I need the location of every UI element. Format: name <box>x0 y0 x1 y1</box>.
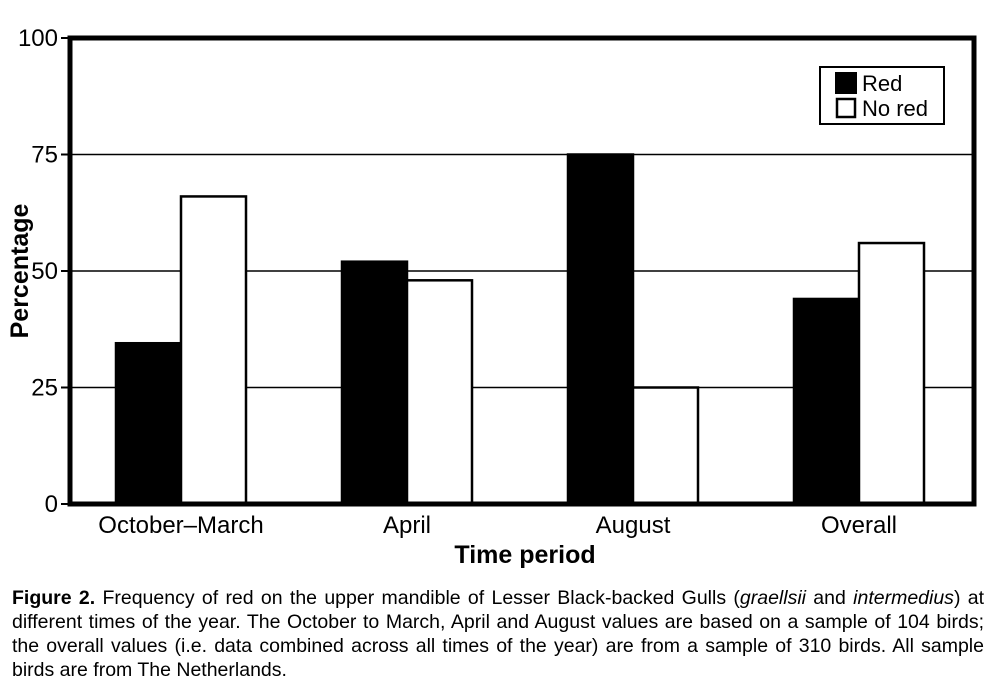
bar-no-red-3 <box>857 241 926 506</box>
legend-swatch-red <box>835 72 857 94</box>
caption-text-2: and <box>806 587 854 609</box>
caption-italic-graellsii: graellsii <box>739 587 806 609</box>
x-category-label: April <box>383 512 431 539</box>
y-axis-title: Percentage <box>6 204 34 339</box>
y-tick-label: 100 <box>18 25 58 52</box>
bar-red-3 <box>792 297 861 506</box>
legend-label-red: Red <box>862 71 902 96</box>
bar-chart: 0 25 50 75 100 October–March April August Overa… <box>6 25 977 569</box>
y-tick-label: 25 <box>31 375 58 402</box>
x-category-label: Overall <box>821 512 897 539</box>
bar-red-1 <box>340 260 409 506</box>
caption-text-3: ) at different times of the year. The Oc… <box>12 587 984 681</box>
caption-italic-intermedius: intermedius <box>853 587 954 609</box>
figure-caption: Figure 2. Frequency of red on the upper … <box>12 586 984 682</box>
legend: Red No red <box>819 66 945 125</box>
x-axis-title: Time period <box>454 541 595 569</box>
bar-red-2 <box>566 153 635 506</box>
bar-no-red-1 <box>405 279 474 506</box>
legend-swatch-no-red <box>835 97 857 119</box>
x-category-label: October–March <box>98 512 263 539</box>
bars <box>114 153 926 506</box>
legend-label-no-red: No red <box>862 96 928 121</box>
figure-label: Figure 2. <box>12 587 96 609</box>
bar-no-red-0 <box>179 195 248 506</box>
bar-red-0 <box>114 341 183 506</box>
bar-no-red-2 <box>631 386 700 506</box>
x-category-label: August <box>596 512 671 539</box>
y-tick-label: 0 <box>45 491 58 518</box>
y-tick-label: 75 <box>31 142 58 169</box>
caption-text-1: Frequency of red on the upper mandible o… <box>95 587 740 609</box>
y-tick-label: 50 <box>31 258 58 285</box>
y-axis-ticks: 0 25 50 75 100 <box>18 25 70 518</box>
x-axis-categories: October–March April August Overall <box>98 512 897 539</box>
